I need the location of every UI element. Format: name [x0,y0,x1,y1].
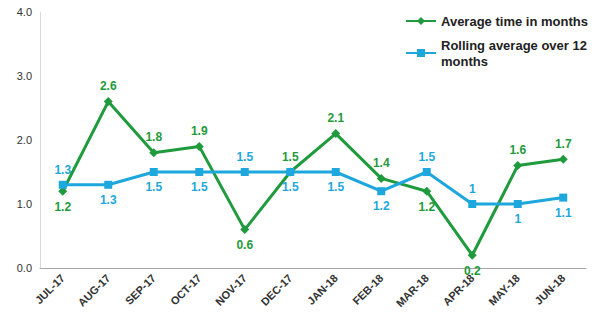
svg-text:NOV-17: NOV-17 [213,272,249,308]
svg-text:1.6: 1.6 [509,143,526,157]
svg-text:1.8: 1.8 [145,130,162,144]
svg-text:DEC-17: DEC-17 [258,272,294,308]
svg-text:0.2: 0.2 [464,264,481,278]
svg-text:FEB-18: FEB-18 [350,272,385,307]
svg-text:1.4: 1.4 [373,156,390,170]
svg-text:0.6: 0.6 [236,238,253,252]
svg-text:APR-18: APR-18 [440,271,477,308]
svg-text:months: months [441,54,488,69]
svg-text:1.5: 1.5 [191,180,208,194]
svg-text:JUN-18: JUN-18 [532,272,567,307]
svg-text:1.2: 1.2 [373,199,390,213]
svg-text:1.5: 1.5 [236,150,253,164]
svg-text:1: 1 [514,212,521,226]
svg-text:2.1: 2.1 [327,111,344,125]
svg-text:2.6: 2.6 [100,79,117,93]
svg-text:1.2: 1.2 [418,200,435,214]
svg-text:0.0: 0.0 [17,262,32,274]
svg-text:JAN-18: JAN-18 [305,272,340,307]
svg-text:Average time in months: Average time in months [441,14,588,29]
svg-text:2.0: 2.0 [17,134,32,146]
svg-text:MAR-18: MAR-18 [394,272,431,309]
svg-text:SEP-17: SEP-17 [123,272,158,307]
svg-text:1.5: 1.5 [418,150,435,164]
svg-text:AUG-17: AUG-17 [76,272,113,309]
svg-text:1.9: 1.9 [191,124,208,138]
svg-text:1.2: 1.2 [54,200,71,214]
svg-text:1.0: 1.0 [17,198,32,210]
svg-text:OCT-17: OCT-17 [168,272,204,308]
svg-text:1.5: 1.5 [282,180,299,194]
svg-text:MAY-18: MAY-18 [486,272,522,308]
svg-text:3.0: 3.0 [17,70,32,82]
svg-text:1: 1 [469,182,476,196]
svg-text:Rolling average over 12: Rolling average over 12 [441,38,591,53]
svg-text:1.5: 1.5 [145,180,162,194]
svg-text:1.5: 1.5 [282,150,299,164]
svg-text:JUL-17: JUL-17 [33,272,67,306]
svg-text:1.1: 1.1 [555,206,572,220]
svg-text:4.0: 4.0 [17,6,32,18]
svg-text:1.3: 1.3 [54,163,71,177]
svg-text:1.7: 1.7 [555,137,572,151]
svg-text:1.5: 1.5 [327,180,344,194]
svg-text:1.3: 1.3 [100,193,117,207]
